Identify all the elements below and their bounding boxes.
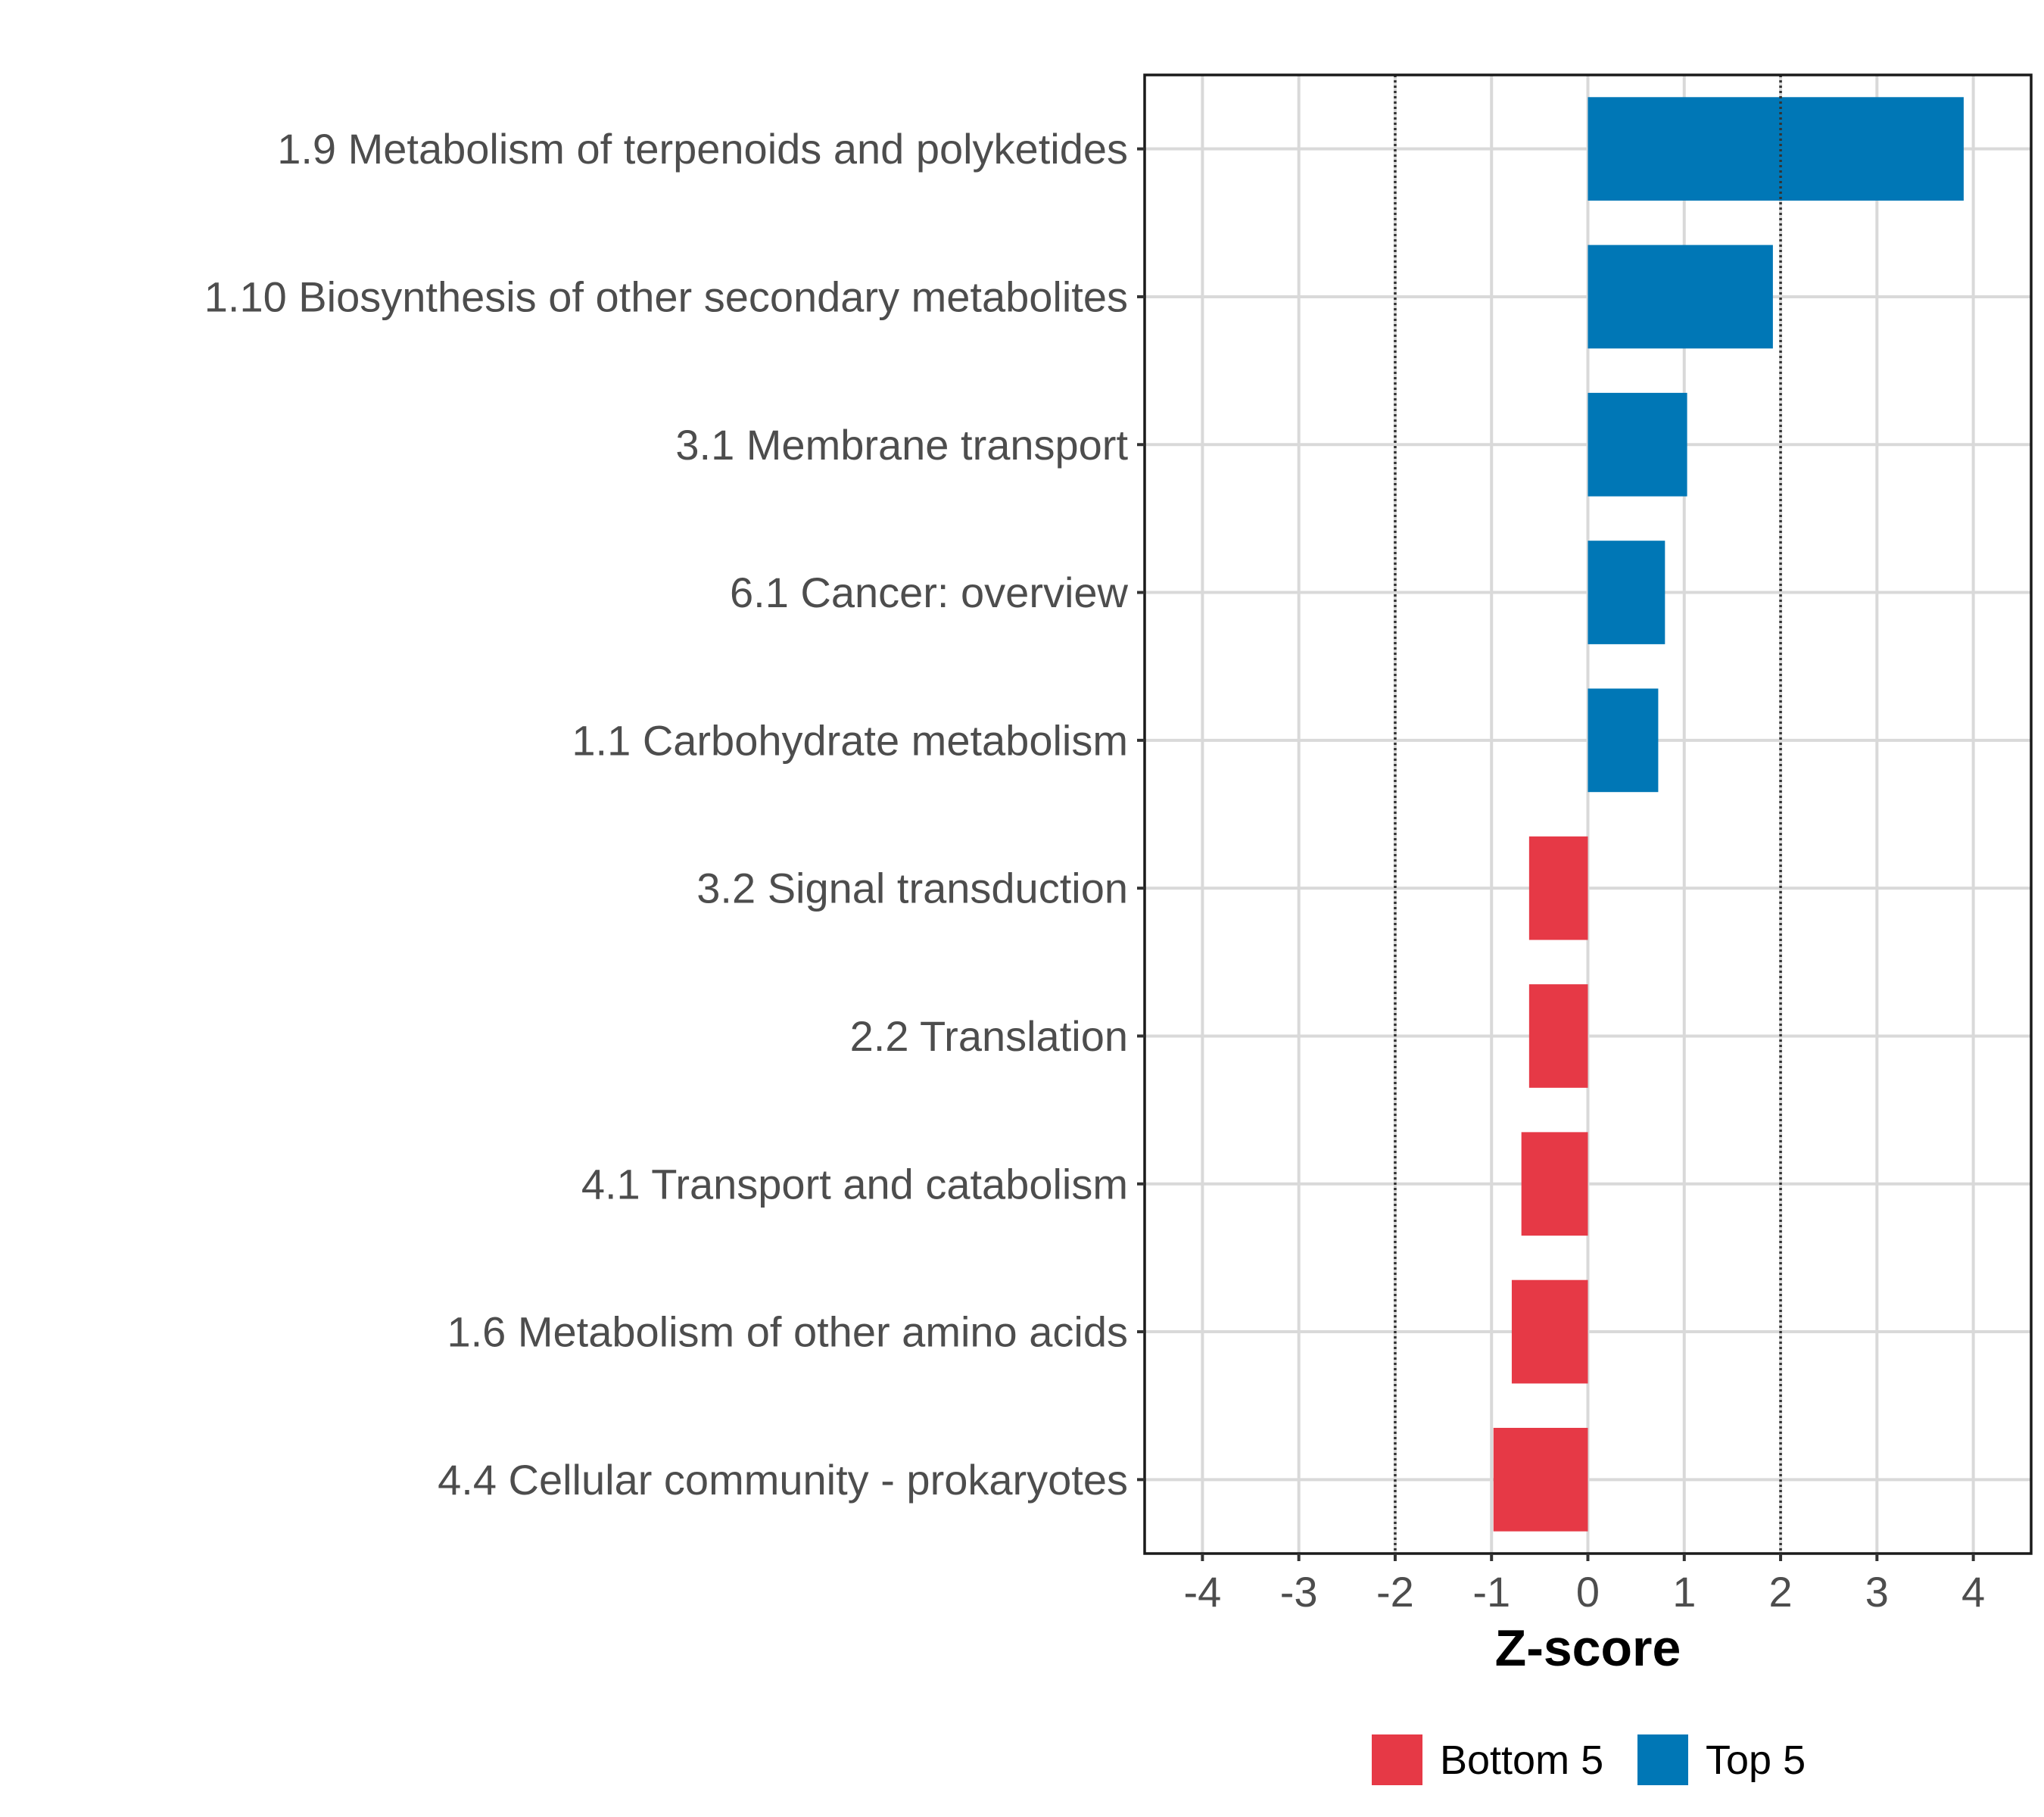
x-axis: -4 -3 -2 -1 0 1 2 3 4 [1183, 1554, 1985, 1616]
x-tick-label: 1 [1672, 1568, 1696, 1616]
legend-swatch [1372, 1734, 1422, 1785]
x-tick-label: 4 [1961, 1568, 1985, 1616]
bar [1528, 836, 1588, 940]
legend-swatch [1637, 1734, 1688, 1785]
y-tick-label: 6.1 Cancer: overview [730, 569, 1129, 616]
x-tick-label: 2 [1768, 1568, 1792, 1616]
bar [1588, 541, 1665, 644]
x-tick-label: -1 [1472, 1568, 1510, 1616]
y-tick-label: 2.2 Translation [850, 1012, 1128, 1060]
bar [1588, 97, 1964, 201]
bar [1493, 1427, 1588, 1532]
y-tick-label: 1.1 Carbohydrate metabolism [572, 716, 1128, 764]
bar [1588, 392, 1687, 497]
y-tick-label: 4.4 Cellular community - prokaryotes [438, 1456, 1128, 1504]
x-tick-label: -2 [1376, 1568, 1414, 1616]
y-tick-label: 4.1 Transport and catabolism [581, 1160, 1128, 1208]
y-tick-label: 3.2 Signal transduction [696, 865, 1128, 912]
y-tick-label: 1.6 Metabolism of other amino acids [447, 1308, 1128, 1356]
bar [1588, 688, 1659, 793]
y-tick-label: 3.1 Membrane transport [675, 421, 1128, 469]
legend-label: Top 5 [1706, 1738, 1806, 1783]
legend-label: Bottom 5 [1440, 1738, 1603, 1783]
x-tick-label: -4 [1183, 1568, 1221, 1616]
legend: Bottom 5 Top 5 [1372, 1734, 1806, 1785]
bar [1521, 1132, 1588, 1236]
x-axis-title: Z-score [1495, 1619, 1681, 1677]
y-axis: 1.9 Metabolism of terpenoids and polyket… [204, 125, 1145, 1504]
y-tick-label: 1.9 Metabolism of terpenoids and polyket… [277, 125, 1128, 173]
bar [1528, 984, 1588, 1088]
bars-layer [1493, 97, 1964, 1532]
x-tick-label: 3 [1865, 1568, 1889, 1616]
x-tick-label: -3 [1280, 1568, 1318, 1616]
bar [1511, 1279, 1588, 1384]
y-tick-label: 1.10 Biosynthesis of other secondary met… [204, 273, 1128, 320]
bar [1588, 245, 1773, 349]
x-tick-label: 0 [1576, 1568, 1600, 1616]
